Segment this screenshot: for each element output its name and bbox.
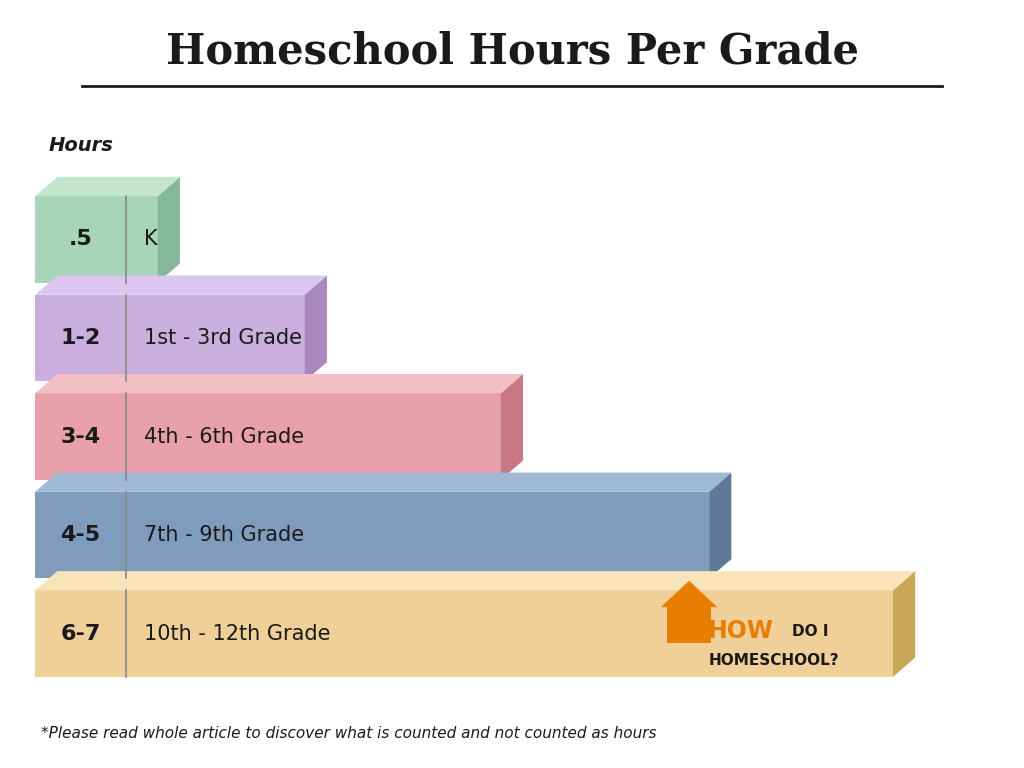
Polygon shape <box>35 571 915 591</box>
Polygon shape <box>35 393 501 480</box>
Polygon shape <box>35 374 523 393</box>
Text: Hours: Hours <box>48 136 113 155</box>
Text: K: K <box>144 230 158 250</box>
Text: 1-2: 1-2 <box>60 328 100 348</box>
Text: 3-4: 3-4 <box>60 426 100 446</box>
Text: *Please read whole article to discover what is counted and not counted as hours: *Please read whole article to discover w… <box>41 726 656 741</box>
Polygon shape <box>710 472 731 578</box>
Text: Homeschool Hours Per Grade: Homeschool Hours Per Grade <box>166 31 858 73</box>
Polygon shape <box>667 607 712 644</box>
Polygon shape <box>35 196 158 283</box>
Polygon shape <box>35 492 710 578</box>
Polygon shape <box>158 177 180 283</box>
Text: HOMESCHOOL?: HOMESCHOOL? <box>709 653 839 667</box>
Polygon shape <box>35 295 305 381</box>
Polygon shape <box>35 177 180 196</box>
Text: DO I: DO I <box>792 624 828 639</box>
Text: 7th - 9th Grade: 7th - 9th Grade <box>144 525 304 545</box>
Polygon shape <box>305 276 327 381</box>
Text: 4-5: 4-5 <box>60 525 100 545</box>
Text: 6-7: 6-7 <box>60 624 100 644</box>
Text: 1st - 3rd Grade: 1st - 3rd Grade <box>144 328 302 348</box>
Text: 10th - 12th Grade: 10th - 12th Grade <box>144 624 331 644</box>
Text: HOW: HOW <box>709 619 774 644</box>
Polygon shape <box>35 591 893 677</box>
Text: .5: .5 <box>69 230 92 250</box>
Polygon shape <box>35 472 731 492</box>
Polygon shape <box>35 276 327 295</box>
Polygon shape <box>660 581 718 607</box>
Polygon shape <box>501 374 523 480</box>
Text: 4th - 6th Grade: 4th - 6th Grade <box>144 426 304 446</box>
Polygon shape <box>893 571 915 677</box>
